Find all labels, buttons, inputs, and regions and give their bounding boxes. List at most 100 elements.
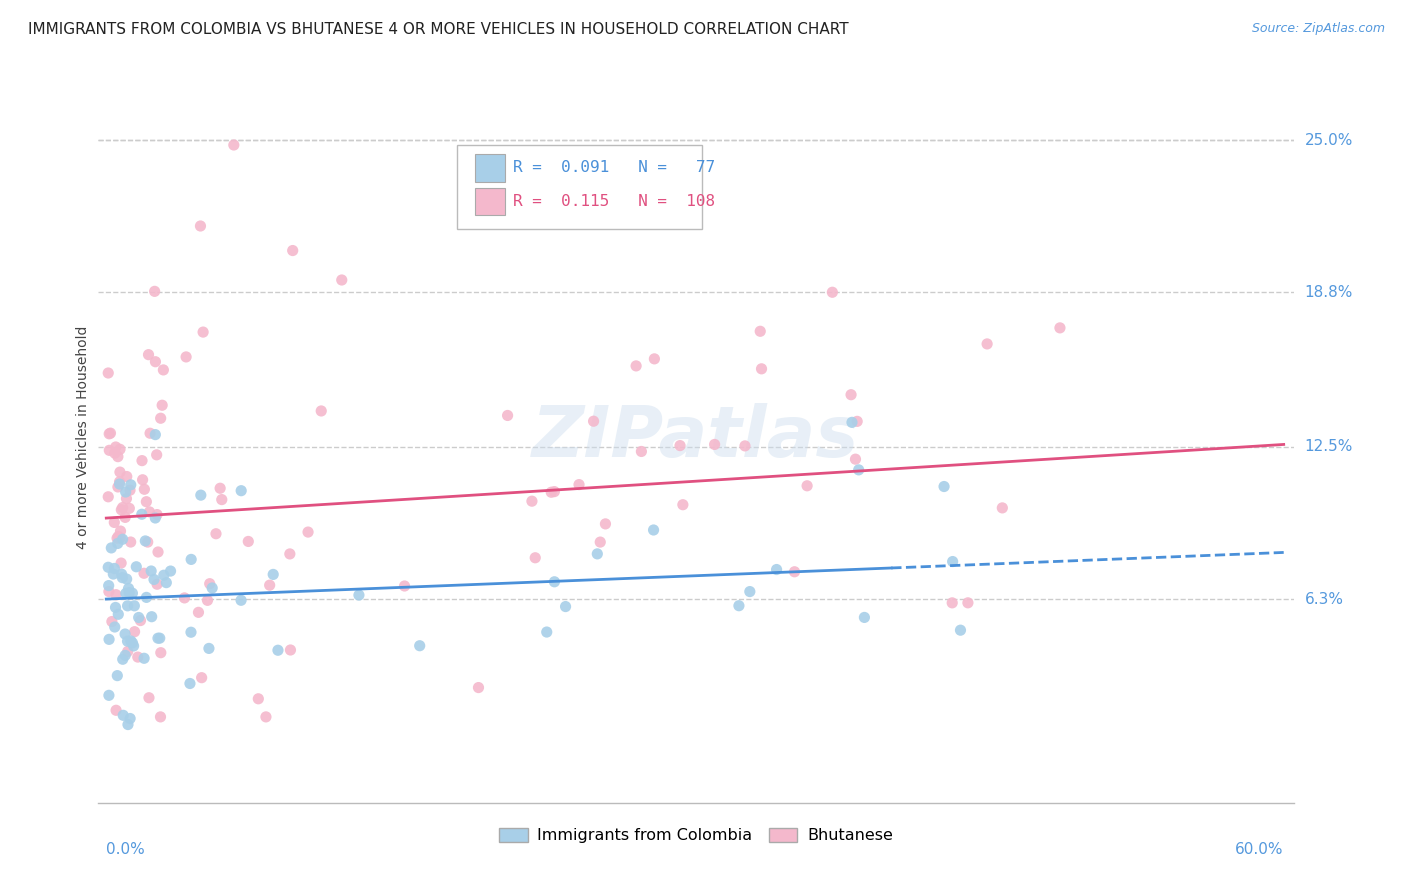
Point: [104, 440, 127, 454]
Point: [848, 463, 870, 477]
Point: [179, 676, 201, 690]
Point: [107, 536, 129, 550]
Point: [783, 565, 806, 579]
Point: [110, 502, 132, 516]
Point: [190, 671, 212, 685]
Point: [111, 567, 134, 582]
Point: [174, 350, 197, 364]
Point: [976, 337, 998, 351]
Point: [630, 444, 652, 458]
Point: [138, 348, 160, 362]
Point: [111, 652, 134, 666]
Point: [262, 567, 284, 582]
Point: [568, 477, 591, 491]
Point: [149, 631, 172, 645]
Point: [104, 600, 127, 615]
Point: [117, 599, 139, 613]
Point: [108, 477, 131, 491]
Point: [149, 411, 172, 425]
Point: [496, 409, 519, 423]
Point: [134, 483, 156, 497]
Point: [247, 691, 270, 706]
Point: [467, 681, 489, 695]
Text: 18.8%: 18.8%: [1305, 285, 1353, 300]
Point: [540, 485, 562, 500]
Point: [155, 575, 177, 590]
Point: [821, 285, 844, 300]
Point: [589, 535, 612, 549]
Point: [135, 591, 157, 605]
Point: [108, 475, 131, 489]
Point: [124, 624, 146, 639]
Point: [107, 607, 129, 622]
Point: [115, 469, 138, 483]
Point: [141, 564, 163, 578]
Point: [942, 555, 965, 569]
Point: [231, 483, 253, 498]
Point: [135, 494, 157, 508]
Point: [101, 615, 124, 629]
Point: [841, 415, 863, 429]
Point: [941, 596, 963, 610]
Point: [127, 650, 149, 665]
Point: [117, 644, 139, 658]
Point: [120, 634, 142, 648]
Point: [97, 579, 120, 593]
Point: [520, 494, 543, 508]
Point: [749, 324, 772, 338]
Point: [103, 516, 125, 530]
Point: [149, 710, 172, 724]
Point: [152, 363, 174, 377]
Point: [98, 632, 121, 647]
Point: [121, 586, 143, 600]
Point: [198, 641, 221, 656]
Point: [254, 710, 277, 724]
Point: [844, 452, 866, 467]
Point: [278, 547, 301, 561]
Point: [143, 511, 166, 525]
Point: [536, 625, 558, 640]
Point: [117, 582, 139, 596]
Text: 25.0%: 25.0%: [1305, 133, 1353, 147]
Point: [110, 531, 132, 545]
Point: [672, 498, 695, 512]
Point: [115, 586, 138, 600]
Point: [347, 588, 370, 602]
Point: [143, 573, 166, 587]
Point: [117, 634, 139, 648]
Point: [97, 560, 120, 574]
Point: [120, 535, 142, 549]
Point: [120, 711, 142, 725]
Point: [238, 534, 260, 549]
Point: [150, 398, 173, 412]
Point: [173, 591, 195, 605]
Point: [108, 442, 131, 457]
Point: [98, 443, 121, 458]
Text: 6.3%: 6.3%: [1305, 591, 1344, 607]
Point: [125, 559, 148, 574]
Point: [100, 541, 122, 555]
Point: [138, 690, 160, 705]
FancyBboxPatch shape: [475, 154, 505, 182]
Point: [853, 610, 876, 624]
Point: [115, 572, 138, 586]
Point: [100, 426, 122, 441]
Point: [229, 593, 252, 607]
Text: 60.0%: 60.0%: [1236, 842, 1284, 856]
Point: [97, 689, 120, 703]
Text: 0.0%: 0.0%: [107, 842, 145, 856]
Point: [146, 508, 169, 522]
Point: [796, 479, 818, 493]
Point: [297, 524, 319, 539]
Point: [107, 450, 129, 464]
Point: [131, 508, 153, 522]
Point: [105, 668, 128, 682]
Point: [201, 581, 224, 595]
Point: [205, 526, 228, 541]
Point: [595, 516, 617, 531]
Point: [734, 439, 756, 453]
Point: [107, 529, 129, 543]
Point: [197, 593, 219, 607]
Point: [209, 481, 232, 495]
Point: [114, 648, 136, 663]
